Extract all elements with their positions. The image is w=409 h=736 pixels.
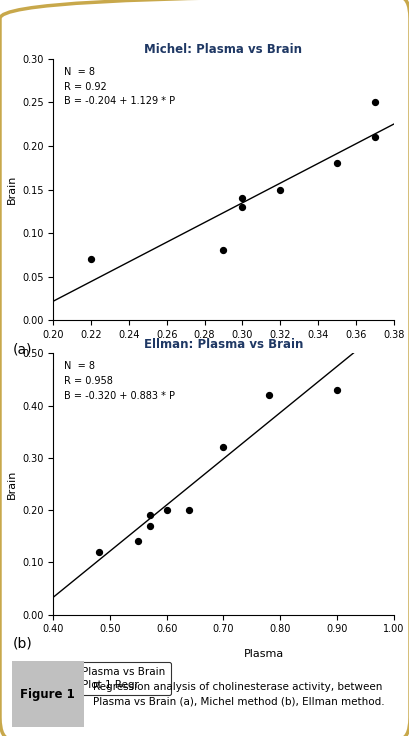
Text: Plasma: Plasma — [244, 648, 284, 659]
Point — [265, 389, 272, 401]
Point — [276, 184, 283, 196]
Point — [333, 384, 339, 396]
Legend: Plasma vs Brain, Plot 1 Regr: Plasma vs Brain, Plot 1 Regr — [53, 367, 171, 400]
Point — [371, 96, 377, 108]
Point — [146, 520, 153, 531]
Point — [238, 192, 245, 204]
Text: (b): (b) — [12, 637, 32, 651]
Text: Plasma: Plasma — [244, 354, 284, 364]
Point — [186, 504, 192, 516]
Point — [371, 132, 377, 144]
Y-axis label: Brain: Brain — [7, 470, 16, 498]
Point — [146, 509, 153, 521]
Title: Michel: Plasma vs Brain: Michel: Plasma vs Brain — [144, 43, 302, 57]
Point — [333, 158, 339, 169]
Point — [95, 546, 102, 558]
FancyBboxPatch shape — [12, 661, 83, 727]
Text: N  = 8
R = 0.958
B = -0.320 + 0.883 * P: N = 8 R = 0.958 B = -0.320 + 0.883 * P — [63, 361, 174, 400]
Text: (a): (a) — [12, 342, 32, 356]
Title: Ellman: Plasma vs Brain: Ellman: Plasma vs Brain — [144, 338, 302, 351]
Point — [220, 442, 226, 453]
Text: Regression analysis of cholinesterase activity, between
Plasma vs Brain (a), Mic: Regression analysis of cholinesterase ac… — [93, 682, 384, 706]
Point — [135, 536, 142, 548]
Y-axis label: Brain: Brain — [7, 175, 16, 204]
Text: Figure 1: Figure 1 — [20, 687, 75, 701]
Point — [220, 244, 226, 256]
Point — [88, 253, 94, 265]
Legend: Plasma vs Brain, Plot 1 Regr: Plasma vs Brain, Plot 1 Regr — [53, 662, 171, 695]
Point — [238, 201, 245, 213]
Point — [163, 504, 170, 516]
Text: N  = 8
R = 0.92
B = -0.204 + 1.129 * P: N = 8 R = 0.92 B = -0.204 + 1.129 * P — [63, 67, 174, 106]
